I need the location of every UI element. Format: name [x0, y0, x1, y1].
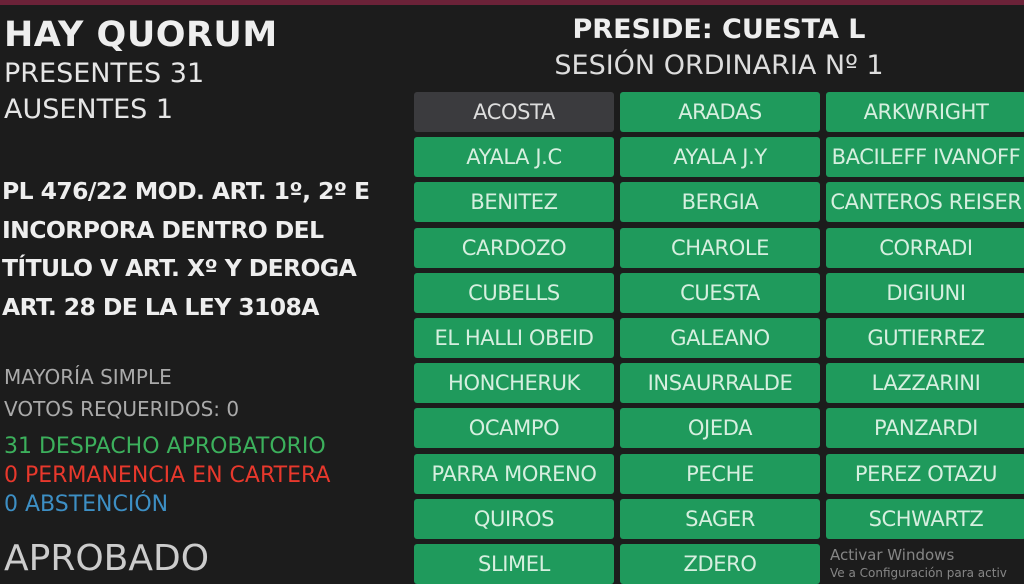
- member-tile: SCHWARTZ: [826, 498, 1024, 539]
- member-tile: SLIMEL: [414, 543, 614, 584]
- present-count: PRESENTES 31: [4, 58, 205, 89]
- member-tile: AYALA J.Y: [620, 137, 820, 178]
- member-tile: PECHE: [620, 453, 820, 494]
- member-tile: OJEDA: [620, 408, 820, 449]
- bill-line: TÍTULO V ART. Xº Y DEROGA: [2, 254, 357, 282]
- member-tile: OCAMPO: [414, 408, 614, 449]
- member-tile: PARRA MORENO: [414, 453, 614, 494]
- member-tile: BENITEZ: [414, 182, 614, 223]
- member-tile: CORRADI: [826, 227, 1024, 268]
- member-tile: LAZZARINI: [826, 363, 1024, 404]
- quorum-panel: HAY QUORUM PRESENTES 31 AUSENTES 1: [4, 14, 409, 128]
- member-tile: EL HALLI OBEID: [414, 317, 614, 358]
- quorum-status: HAY QUORUM: [4, 15, 278, 55]
- outcome: APROBADO: [4, 538, 210, 579]
- member-tile: SAGER: [620, 498, 820, 539]
- member-tile: ARADAS: [620, 92, 820, 132]
- member-tile: CUESTA: [620, 272, 820, 313]
- result-line: 31 DESPACHO APROBATORIO: [4, 434, 326, 459]
- member-tile: BERGIA: [620, 182, 820, 223]
- member-tile: AYALA J.C: [414, 137, 614, 178]
- result-line: 0 ABSTENCIÓN: [4, 492, 169, 517]
- session-label: SESIÓN ORDINARIA Nº 1: [554, 50, 884, 81]
- absent-count: AUSENTES 1: [4, 94, 174, 125]
- watermark-line2: Ve a Configuración para activ: [830, 566, 1007, 580]
- member-tile: ARKWRIGHT: [826, 92, 1024, 132]
- member-tile: BACILEFF IVANOFF: [826, 137, 1024, 178]
- vote-results: 31 DESPACHO APROBATORIO 0 PERMANENCIA EN …: [4, 432, 330, 519]
- member-tile: ZDERO: [620, 543, 820, 584]
- member-tile: CHAROLE: [620, 227, 820, 268]
- bill-line: PL 476/22 MOD. ART. 1º, 2º E: [2, 177, 370, 205]
- result-line: 0 PERMANENCIA EN CARTERA: [4, 463, 331, 488]
- bill-line: INCORPORA DENTRO DEL: [2, 215, 324, 244]
- majority-type: MAYORÍA SIMPLE: [4, 365, 172, 389]
- preside-label: PRESIDE: CUESTA L: [572, 14, 866, 45]
- member-tile: CANTEROS REISER: [826, 182, 1024, 223]
- member-tile: HONCHERUK: [414, 363, 614, 404]
- top-bar: [0, 0, 1024, 5]
- member-tile: GALEANO: [620, 317, 820, 358]
- member-tile: DIGIUNI: [826, 272, 1024, 313]
- bill-title: PL 476/22 MOD. ART. 1º, 2º E INCORPORA D…: [2, 172, 412, 326]
- member-tile: CUBELLS: [414, 272, 614, 313]
- required-votes: VOTOS REQUERIDOS: 0: [4, 397, 240, 421]
- member-tile: ACOSTA: [414, 92, 614, 132]
- watermark-line1: Activar Windows: [830, 546, 955, 564]
- member-tile: GUTIERREZ: [826, 317, 1024, 358]
- bill-line: ART. 28 DE LA LEY 3108A: [2, 292, 319, 321]
- member-tile: INSAURRALDE: [620, 363, 820, 404]
- member-tile: PANZARDI: [826, 408, 1024, 449]
- member-tile: QUIROS: [414, 498, 614, 539]
- member-tile: PEREZ OTAZU: [826, 453, 1024, 494]
- member-tile: CARDOZO: [414, 227, 614, 268]
- majority-info: MAYORÍA SIMPLE VOTOS REQUERIDOS: 0: [4, 361, 239, 425]
- member-grid: ACOSTA ARADAS ARKWRIGHT AYALA J.C AYALA J.Y B…: [414, 92, 1024, 584]
